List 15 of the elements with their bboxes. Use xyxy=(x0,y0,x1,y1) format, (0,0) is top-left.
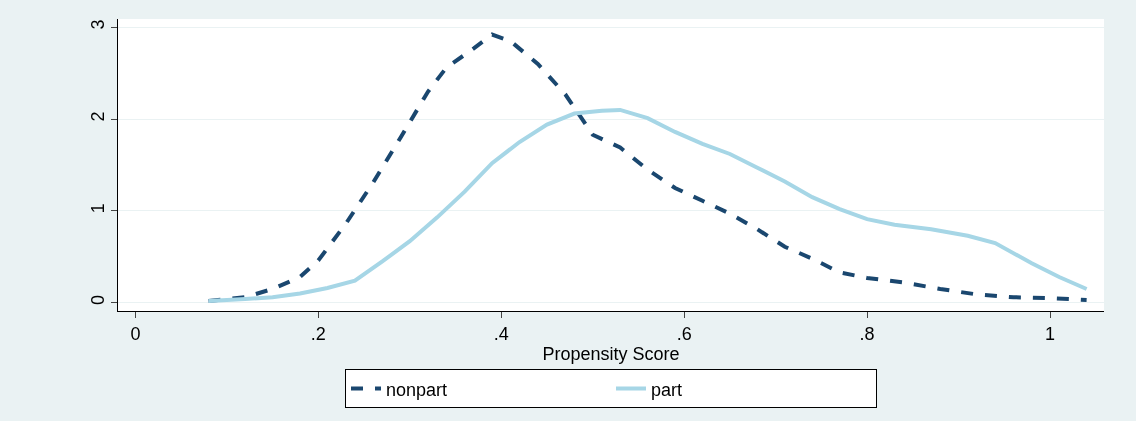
legend-label: nonpart xyxy=(386,379,448,400)
y-tick-label: 1 xyxy=(87,203,108,214)
x-tick-label: .8 xyxy=(859,323,875,344)
x-tick-label: .2 xyxy=(310,323,326,344)
legend-label: part xyxy=(651,379,683,400)
y-tick-label: 3 xyxy=(87,19,108,30)
line-series xyxy=(206,107,1089,303)
line-series xyxy=(206,32,1089,303)
x-tick-label: .6 xyxy=(676,323,692,344)
x-tick-label: 0 xyxy=(130,323,141,344)
y-tick-label: 0 xyxy=(87,295,108,306)
x-axis-title: Propensity Score xyxy=(542,343,680,364)
y-tick-label: 2 xyxy=(87,111,108,122)
x-tick-label: 1 xyxy=(1045,323,1056,344)
x-tick-label: .4 xyxy=(493,323,509,344)
